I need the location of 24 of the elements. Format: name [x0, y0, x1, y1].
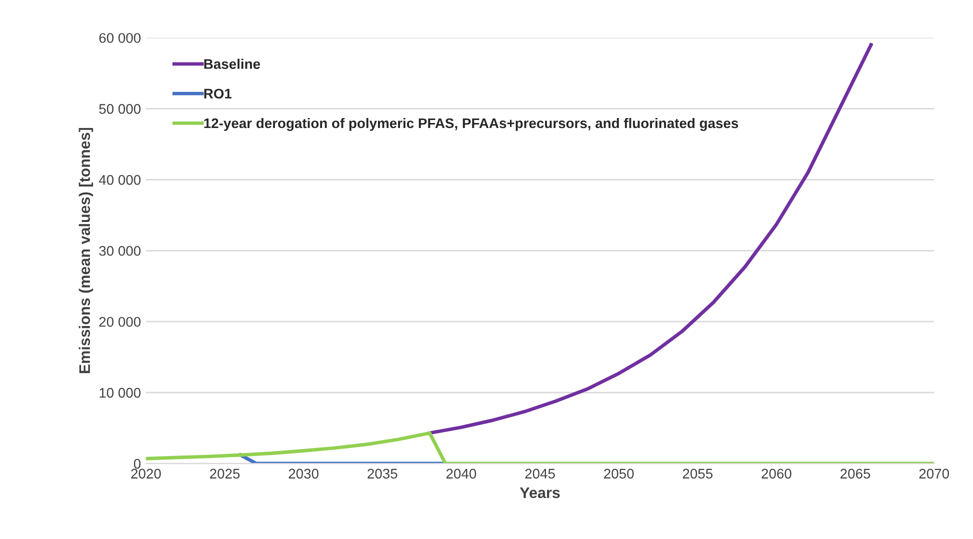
y-tick-label: 10 000 — [100, 388, 141, 398]
y-tick-label: 0 — [134, 458, 141, 469]
x-tick-label: 2045 — [525, 468, 555, 479]
x-tick-label: 2070 — [919, 468, 949, 479]
y-tick-label: 50 000 — [99, 104, 141, 114]
x-tick-label: 2060 — [762, 468, 792, 479]
x-tick-label: 2065 — [840, 468, 870, 479]
x-tick-label: 2025 — [210, 468, 240, 479]
line-series — [146, 431, 934, 464]
x-tick-label: 2040 — [446, 468, 476, 479]
x-tick-label: 2055 — [682, 468, 713, 479]
y-axis-title: Emissions (mean values) [tonnes] — [78, 128, 94, 374]
y-tick-label: 40 000 — [98, 175, 141, 185]
x-tick-label: 2035 — [368, 468, 398, 479]
y-tick-label: 60 000 — [99, 33, 141, 43]
x-axis-title: Years — [520, 487, 560, 498]
legend-label: RO1 — [204, 88, 232, 99]
legend-label: 12-year derogation of polymeric PFAS, PFAAs+precursors, and fluorinated gases — [204, 118, 738, 131]
x-tick-label: 2050 — [604, 468, 634, 479]
y-tick-label: 20 000 — [99, 316, 141, 327]
y-tick-label: 30 000 — [99, 246, 141, 256]
x-tick-label: 2030 — [288, 468, 318, 479]
legend-label: Baseline — [204, 58, 260, 69]
x-tick-label: 2020 — [131, 468, 161, 479]
